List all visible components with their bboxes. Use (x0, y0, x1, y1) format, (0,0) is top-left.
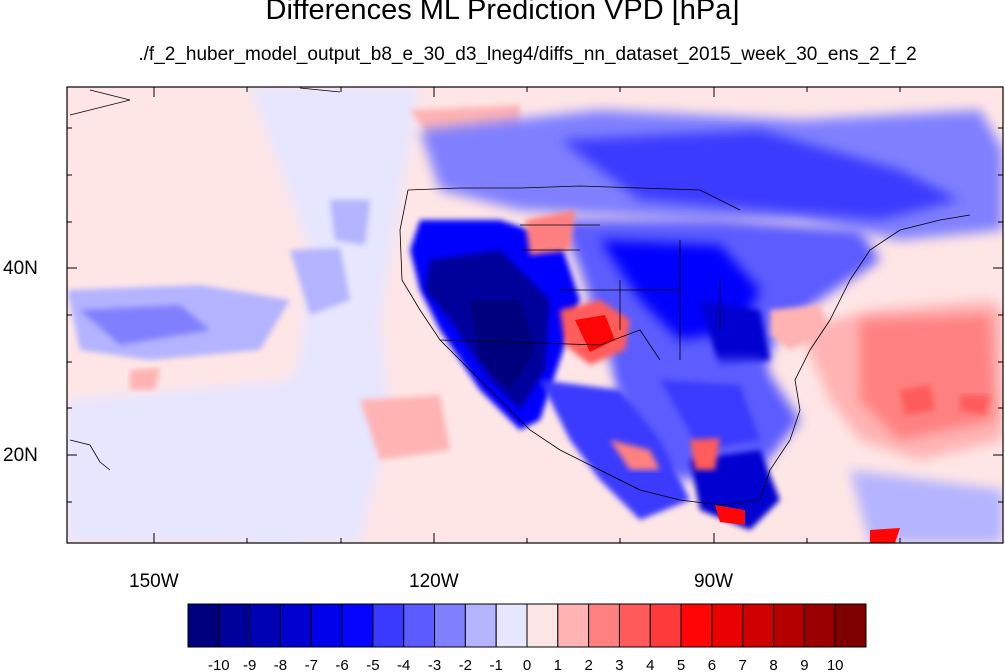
colorbar-swatch (279, 603, 312, 648)
coastlines (69, 87, 971, 506)
colorbar-swatch (495, 603, 528, 648)
colorbar-swatch (187, 603, 220, 648)
colorbar-swatch (742, 603, 775, 648)
colorbar-label: -4 (397, 657, 410, 672)
colorbar-label: 2 (584, 657, 592, 672)
map-field (67, 87, 1003, 543)
colorbar-label: 5 (677, 657, 685, 672)
colorbar-swatch (341, 603, 374, 648)
colorbar-swatch (680, 603, 713, 648)
colorbar-label: -5 (366, 657, 379, 672)
map-subtitle: ./f_2_huber_model_output_b8_e_30_d3_lneg… (138, 44, 917, 65)
lat-label-40n: 40N (3, 258, 38, 279)
colorbar-label: -6 (335, 657, 348, 672)
colorbar-label: 10 (827, 657, 844, 672)
colorbar-swatch (249, 603, 281, 648)
colorbar-swatch (649, 603, 682, 648)
map-ticks (67, 87, 1003, 543)
map-title: Differences ML Prediction VPD [hPa] (265, 0, 740, 26)
lon-label-120w: 120W (409, 571, 459, 592)
colorbar-label: 7 (739, 657, 747, 672)
colorbar-swatch (526, 603, 559, 648)
lon-label-150w: 150W (129, 571, 179, 592)
colorbar-label: -10 (208, 657, 230, 672)
colorbar-label: -7 (305, 657, 318, 672)
colorbar-swatch (464, 603, 497, 648)
colorbar-label: 4 (646, 657, 654, 672)
colorbar-swatch (434, 603, 466, 648)
colorbar-label: -3 (428, 657, 441, 672)
colorbar-swatch (557, 603, 590, 648)
colorbar-swatch (711, 603, 744, 648)
colorbar-swatch (310, 603, 343, 648)
colorbar-swatch (218, 603, 251, 648)
colorbar-label: -2 (459, 657, 472, 672)
colorbar-swatch (773, 603, 805, 648)
colorbar-swatch (372, 603, 405, 648)
colorbar-label: -8 (274, 657, 287, 672)
colorbar-label: 1 (554, 657, 562, 672)
colorbar-label: 6 (708, 657, 716, 672)
colorbar-label: 9 (800, 657, 808, 672)
colorbar-label: -1 (490, 657, 503, 672)
lat-label-20n: 20N (3, 445, 38, 466)
lon-label-90w: 90W (694, 571, 734, 592)
colorbar-swatch (803, 603, 836, 648)
colorbar-label: 0 (523, 657, 531, 672)
colorbar-swatch (834, 603, 867, 648)
colorbar-swatch (618, 603, 651, 648)
colorbar-swatch (588, 603, 620, 648)
colorbar-label: 8 (769, 657, 777, 672)
colorbar-label: -9 (243, 657, 256, 672)
colorbar-swatch (403, 603, 436, 648)
colorbar-label: 3 (615, 657, 623, 672)
